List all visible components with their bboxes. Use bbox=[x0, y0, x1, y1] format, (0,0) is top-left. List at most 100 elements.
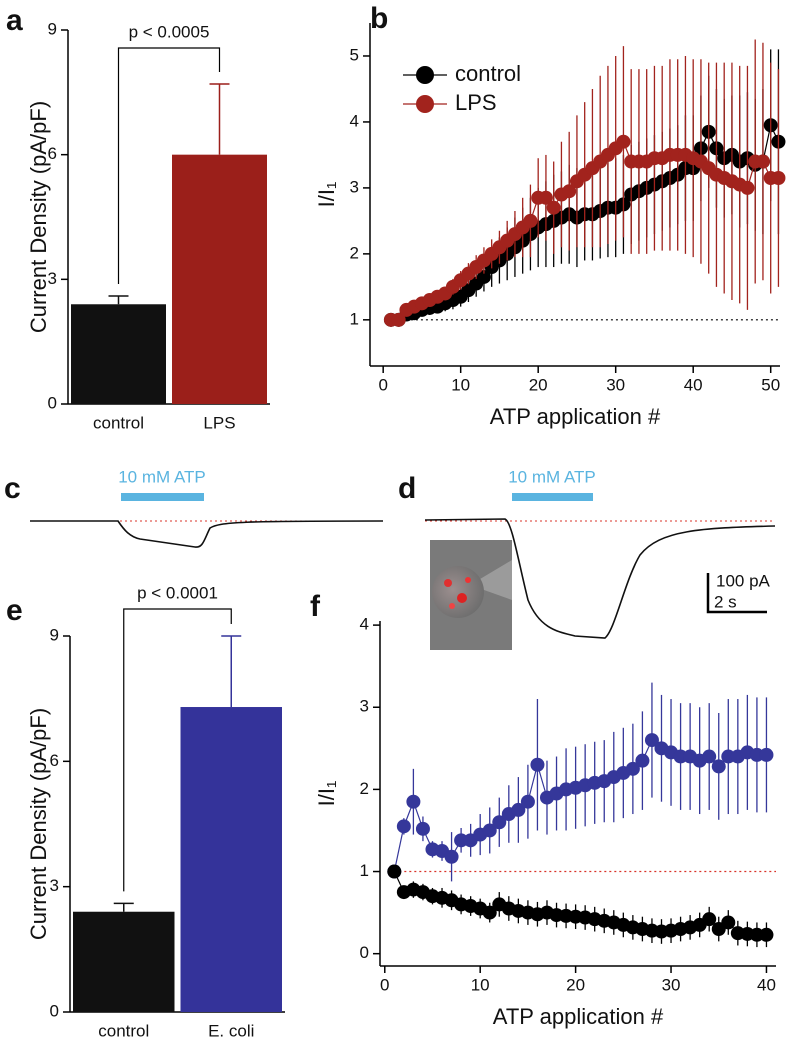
data-point bbox=[492, 815, 507, 830]
x-tick-label: control bbox=[98, 1021, 149, 1040]
y-tick-label: 9 bbox=[50, 625, 59, 644]
stimulus-label: 10 mM ATP bbox=[118, 467, 206, 486]
legend-label: LPS bbox=[455, 90, 497, 115]
data-point bbox=[482, 905, 497, 920]
data-point bbox=[415, 821, 430, 836]
y-tick-label: 9 bbox=[48, 19, 57, 38]
data-point bbox=[482, 823, 497, 838]
data-point bbox=[538, 190, 553, 205]
data-point bbox=[523, 213, 538, 228]
data-point bbox=[387, 864, 402, 879]
panel-letter: e bbox=[6, 594, 23, 627]
y-tick-label: 6 bbox=[48, 144, 57, 163]
panel-letter: f bbox=[310, 590, 321, 623]
current-trace bbox=[424, 518, 776, 639]
x-tick-label: E. coli bbox=[208, 1021, 254, 1040]
cell-image bbox=[430, 540, 512, 650]
x-axis-label: ATP application # bbox=[490, 404, 661, 429]
p-value: p < 0.0005 bbox=[129, 22, 210, 41]
data-point bbox=[759, 747, 774, 762]
y-axis-label: I/I₁ bbox=[314, 781, 339, 807]
y-tick-label: 2 bbox=[350, 243, 359, 262]
y-tick-label: 0 bbox=[48, 393, 57, 412]
data-point bbox=[711, 759, 726, 774]
data-point bbox=[702, 912, 717, 927]
y-tick-label: 0 bbox=[50, 1001, 59, 1020]
data-point bbox=[721, 915, 736, 930]
bar bbox=[172, 154, 267, 404]
x-tick-label: 0 bbox=[378, 375, 387, 394]
x-tick-label: 20 bbox=[529, 375, 548, 394]
x-tick-label: 40 bbox=[684, 375, 703, 394]
data-point bbox=[444, 849, 459, 864]
y-tick-label: 5 bbox=[350, 45, 359, 64]
data-point bbox=[625, 761, 640, 776]
panel-letter: b bbox=[370, 2, 388, 35]
current-trace bbox=[30, 520, 384, 548]
y-tick-label: 4 bbox=[350, 111, 359, 130]
panel-letter: c bbox=[4, 472, 21, 505]
y-tick-label: 3 bbox=[350, 177, 359, 196]
stimulus-bar bbox=[512, 493, 593, 501]
data-point bbox=[644, 733, 659, 748]
y-tick-label: 2 bbox=[360, 779, 369, 798]
y-tick-label: 0 bbox=[360, 943, 369, 962]
stimulus-bar bbox=[121, 493, 204, 501]
scale-time: 2 s bbox=[714, 592, 737, 611]
x-tick-label: 0 bbox=[380, 975, 389, 994]
significance-bracket bbox=[123, 608, 232, 892]
data-point bbox=[759, 927, 774, 942]
data-point bbox=[755, 154, 770, 169]
y-axis-label: Current Density (pA/pF) bbox=[26, 708, 51, 940]
x-tick-label: 30 bbox=[662, 975, 681, 994]
error-bar bbox=[108, 295, 129, 305]
error-bar bbox=[209, 83, 230, 155]
x-tick-label: LPS bbox=[203, 413, 235, 432]
y-tick-label: 3 bbox=[50, 876, 59, 895]
data-point bbox=[771, 171, 786, 186]
data-point bbox=[520, 794, 535, 809]
data-point bbox=[391, 312, 406, 327]
x-tick-label: 30 bbox=[606, 375, 625, 394]
legend-marker bbox=[416, 66, 434, 84]
legend-marker bbox=[416, 95, 434, 113]
x-axis-label: ATP application # bbox=[493, 1004, 664, 1029]
y-tick-label: 6 bbox=[50, 751, 59, 770]
data-point bbox=[635, 753, 650, 768]
x-tick-label: 50 bbox=[761, 375, 780, 394]
error-bar bbox=[221, 635, 242, 708]
data-point bbox=[740, 180, 755, 195]
data-point bbox=[530, 757, 545, 772]
data-point bbox=[406, 794, 421, 809]
bar bbox=[73, 911, 175, 1012]
y-tick-label: 4 bbox=[360, 615, 369, 634]
y-tick-label: 3 bbox=[48, 269, 57, 288]
x-tick-label: control bbox=[93, 413, 144, 432]
scale-bar bbox=[706, 573, 767, 614]
data-point bbox=[702, 749, 717, 764]
data-point bbox=[396, 819, 411, 834]
bar bbox=[180, 707, 282, 1012]
stimulus-label: 10 mM ATP bbox=[508, 467, 596, 486]
panel-letter: d bbox=[398, 472, 416, 505]
legend-label: control bbox=[455, 61, 521, 86]
y-axis-label: I/I₁ bbox=[314, 182, 339, 208]
data-point bbox=[616, 134, 631, 149]
panel-letter: a bbox=[6, 4, 23, 37]
x-tick-label: 20 bbox=[566, 975, 585, 994]
data-point bbox=[511, 802, 526, 817]
y-tick-label: 1 bbox=[360, 861, 369, 880]
x-tick-label: 10 bbox=[451, 375, 470, 394]
y-tick-label: 3 bbox=[360, 697, 369, 716]
data-point bbox=[476, 269, 491, 284]
error-bar bbox=[113, 902, 134, 912]
x-tick-label: 40 bbox=[757, 975, 776, 994]
p-value: p < 0.0001 bbox=[137, 583, 218, 602]
scale-current: 100 pA bbox=[716, 571, 771, 590]
significance-bracket bbox=[117, 47, 221, 284]
data-point bbox=[546, 200, 561, 215]
bar bbox=[71, 304, 166, 404]
x-tick-label: 10 bbox=[471, 975, 490, 994]
